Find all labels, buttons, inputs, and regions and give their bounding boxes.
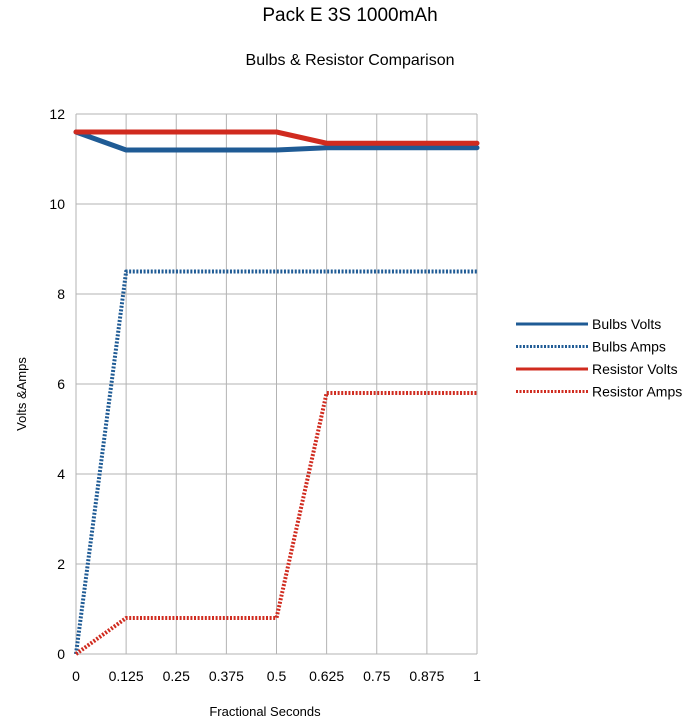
legend-label: Bulbs Amps bbox=[592, 339, 666, 355]
x-tick-label: 1 bbox=[473, 668, 481, 684]
chart-title: Pack E 3S 1000mAh bbox=[262, 5, 437, 26]
legend-label: Resistor Volts bbox=[592, 361, 678, 377]
grid bbox=[75, 113, 478, 655]
y-axis-ticks: 0 2 4 6 8 10 12 bbox=[49, 106, 65, 662]
y-axis-label: Volts &Amps bbox=[14, 357, 29, 431]
series-line-bulbs-volts bbox=[73, 129, 480, 153]
x-tick-label: 0.875 bbox=[409, 668, 444, 684]
series-lines bbox=[73, 129, 480, 656]
y-tick-label: 0 bbox=[57, 646, 65, 662]
x-tick-label: 0.125 bbox=[109, 668, 144, 684]
y-tick-label: 8 bbox=[57, 286, 65, 302]
legend: Bulbs Volts Bulbs Amps Resistor Volts Resis… bbox=[516, 316, 682, 400]
y-tick-label: 2 bbox=[57, 556, 65, 572]
y-tick-label: 4 bbox=[57, 466, 65, 482]
y-tick-label: 12 bbox=[49, 106, 65, 122]
legend-label: Bulbs Volts bbox=[592, 316, 661, 332]
x-axis-label: Fractional Seconds bbox=[209, 704, 321, 719]
y-tick-label: 10 bbox=[49, 196, 65, 212]
legend-label: Resistor Amps bbox=[592, 384, 682, 400]
series-line-bulbs-amps bbox=[74, 269, 477, 655]
x-tick-label: 0.375 bbox=[209, 668, 244, 684]
chart-subtitle: Bulbs & Resistor Comparison bbox=[246, 52, 455, 69]
x-tick-label: 0.25 bbox=[163, 668, 190, 684]
series-line-resistor-volts bbox=[73, 129, 480, 146]
x-axis-ticks: 0 0.125 0.25 0.375 0.5 0.625 0.75 0.875 1 bbox=[72, 668, 481, 684]
x-tick-label: 0.625 bbox=[309, 668, 344, 684]
x-tick-label: 0 bbox=[72, 668, 80, 684]
x-tick-label: 0.5 bbox=[267, 668, 287, 684]
x-tick-label: 0.75 bbox=[363, 668, 390, 684]
series-line-resistor-amps bbox=[74, 391, 477, 656]
y-tick-label: 6 bbox=[57, 376, 65, 392]
